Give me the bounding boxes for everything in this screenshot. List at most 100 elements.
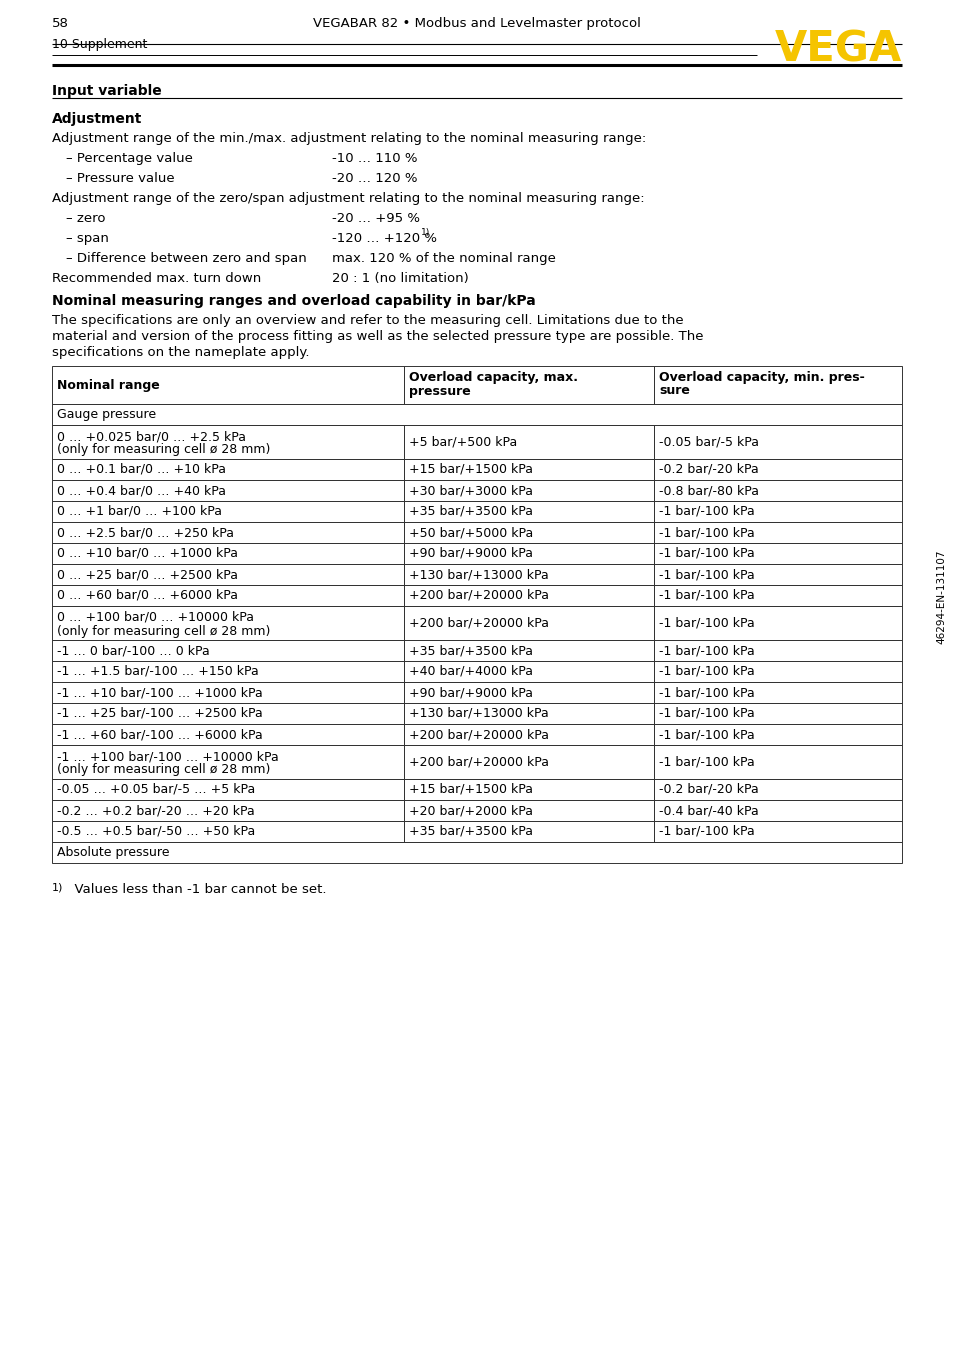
Text: -1 bar/-100 kPa: -1 bar/-100 kPa xyxy=(659,686,754,699)
Bar xyxy=(52,425,403,459)
Text: -1 bar/-100 kPa: -1 bar/-100 kPa xyxy=(659,707,754,720)
Text: The specifications are only an overview and refer to the measuring cell. Limitat: The specifications are only an overview … xyxy=(52,314,683,328)
Text: -0.05 bar/-5 kPa: -0.05 bar/-5 kPa xyxy=(659,436,759,448)
Text: 0 … +0.025 bar/0 … +2.5 kPa: 0 … +0.025 bar/0 … +2.5 kPa xyxy=(57,431,246,443)
Text: material and version of the process fitting as well as the selected pressure typ: material and version of the process fitt… xyxy=(52,330,702,343)
Text: -120 … +120 %: -120 … +120 % xyxy=(332,232,436,245)
Bar xyxy=(654,481,901,501)
Text: 0 … +10 bar/0 … +1000 kPa: 0 … +10 bar/0 … +1000 kPa xyxy=(57,547,237,561)
Bar xyxy=(403,366,654,403)
Text: +15 bar/+1500 kPa: +15 bar/+1500 kPa xyxy=(409,783,533,796)
Text: 0 … +2.5 bar/0 … +250 kPa: 0 … +2.5 bar/0 … +250 kPa xyxy=(57,525,233,539)
Text: +130 bar/+13000 kPa: +130 bar/+13000 kPa xyxy=(409,707,548,720)
Text: -0.2 bar/-20 kPa: -0.2 bar/-20 kPa xyxy=(659,463,758,477)
Text: (only for measuring cell ø 28 mm): (only for measuring cell ø 28 mm) xyxy=(57,444,270,456)
Text: +200 bar/+20000 kPa: +200 bar/+20000 kPa xyxy=(409,728,548,741)
Bar xyxy=(654,821,901,842)
Text: sure: sure xyxy=(659,385,689,398)
Text: Adjustment: Adjustment xyxy=(52,112,142,126)
Text: -0.2 bar/-20 kPa: -0.2 bar/-20 kPa xyxy=(659,783,758,796)
Text: -20 … +95 %: -20 … +95 % xyxy=(332,213,419,225)
Text: 0 … +0.4 bar/0 … +40 kPa: 0 … +0.4 bar/0 … +40 kPa xyxy=(57,483,226,497)
Bar xyxy=(52,842,901,862)
Text: +130 bar/+13000 kPa: +130 bar/+13000 kPa xyxy=(409,567,548,581)
Text: +20 bar/+2000 kPa: +20 bar/+2000 kPa xyxy=(409,804,533,816)
Text: +5 bar/+500 kPa: +5 bar/+500 kPa xyxy=(409,436,517,448)
Text: +35 bar/+3500 kPa: +35 bar/+3500 kPa xyxy=(409,825,533,838)
Bar xyxy=(654,724,901,745)
Bar xyxy=(403,459,654,481)
Text: -1 bar/-100 kPa: -1 bar/-100 kPa xyxy=(659,589,754,603)
Text: -1 bar/-100 kPa: -1 bar/-100 kPa xyxy=(659,728,754,741)
Bar xyxy=(654,523,901,543)
Bar xyxy=(52,481,403,501)
Bar xyxy=(403,640,654,661)
Bar xyxy=(52,661,403,682)
Bar xyxy=(654,459,901,481)
Bar xyxy=(403,501,654,523)
Text: 46294-EN-131107: 46294-EN-131107 xyxy=(935,550,945,645)
Bar xyxy=(52,543,403,565)
Bar xyxy=(654,501,901,523)
Text: -0.5 … +0.5 bar/-50 … +50 kPa: -0.5 … +0.5 bar/-50 … +50 kPa xyxy=(57,825,255,838)
Text: Values less than -1 bar cannot be set.: Values less than -1 bar cannot be set. xyxy=(66,883,326,896)
Bar xyxy=(403,779,654,800)
Bar xyxy=(52,640,403,661)
Text: 0 … +100 bar/0 … +10000 kPa: 0 … +100 bar/0 … +10000 kPa xyxy=(57,611,253,624)
Bar xyxy=(52,724,403,745)
Bar xyxy=(654,682,901,703)
Text: +15 bar/+1500 kPa: +15 bar/+1500 kPa xyxy=(409,463,533,477)
Bar xyxy=(403,543,654,565)
Text: – Difference between zero and span: – Difference between zero and span xyxy=(66,252,307,265)
Text: pressure: pressure xyxy=(409,385,470,398)
Bar xyxy=(654,543,901,565)
Text: 1): 1) xyxy=(420,227,430,237)
Text: -0.2 … +0.2 bar/-20 … +20 kPa: -0.2 … +0.2 bar/-20 … +20 kPa xyxy=(57,804,254,816)
Bar xyxy=(403,745,654,779)
Text: -1 … +10 bar/-100 … +1000 kPa: -1 … +10 bar/-100 … +1000 kPa xyxy=(57,686,262,699)
Text: max. 120 % of the nominal range: max. 120 % of the nominal range xyxy=(332,252,556,265)
Bar xyxy=(52,800,403,821)
Bar xyxy=(52,403,901,425)
Text: Nominal range: Nominal range xyxy=(57,379,159,391)
Bar xyxy=(52,585,403,607)
Bar xyxy=(52,682,403,703)
Bar xyxy=(52,745,403,779)
Bar xyxy=(654,585,901,607)
Bar xyxy=(654,661,901,682)
Bar xyxy=(403,425,654,459)
Text: – zero: – zero xyxy=(66,213,106,225)
Text: +40 bar/+4000 kPa: +40 bar/+4000 kPa xyxy=(409,665,533,678)
Text: +90 bar/+9000 kPa: +90 bar/+9000 kPa xyxy=(409,547,533,561)
Text: -1 bar/-100 kPa: -1 bar/-100 kPa xyxy=(659,567,754,581)
Bar xyxy=(654,779,901,800)
Text: 10 Supplement: 10 Supplement xyxy=(52,38,147,51)
Bar xyxy=(403,800,654,821)
Text: +35 bar/+3500 kPa: +35 bar/+3500 kPa xyxy=(409,645,533,657)
Bar xyxy=(52,821,403,842)
Bar xyxy=(403,703,654,724)
Bar xyxy=(52,501,403,523)
Text: -1 … 0 bar/-100 … 0 kPa: -1 … 0 bar/-100 … 0 kPa xyxy=(57,645,210,657)
Text: -0.8 bar/-80 kPa: -0.8 bar/-80 kPa xyxy=(659,483,759,497)
Bar xyxy=(403,607,654,640)
Bar xyxy=(654,800,901,821)
Text: – Pressure value: – Pressure value xyxy=(66,172,174,185)
Text: -0.05 … +0.05 bar/-5 … +5 kPa: -0.05 … +0.05 bar/-5 … +5 kPa xyxy=(57,783,255,796)
Text: 20 : 1 (no limitation): 20 : 1 (no limitation) xyxy=(332,272,468,284)
Bar xyxy=(403,565,654,585)
Bar xyxy=(403,682,654,703)
Text: +30 bar/+3000 kPa: +30 bar/+3000 kPa xyxy=(409,483,533,497)
Text: -1 bar/-100 kPa: -1 bar/-100 kPa xyxy=(659,616,754,630)
Text: Input variable: Input variable xyxy=(52,84,162,97)
Bar xyxy=(654,745,901,779)
Text: -1 bar/-100 kPa: -1 bar/-100 kPa xyxy=(659,505,754,519)
Text: 0 … +0.1 bar/0 … +10 kPa: 0 … +0.1 bar/0 … +10 kPa xyxy=(57,463,226,477)
Text: -1 … +60 bar/-100 … +6000 kPa: -1 … +60 bar/-100 … +6000 kPa xyxy=(57,728,262,741)
Text: -1 … +25 bar/-100 … +2500 kPa: -1 … +25 bar/-100 … +2500 kPa xyxy=(57,707,262,720)
Text: Overload capacity, max.: Overload capacity, max. xyxy=(409,371,578,385)
Text: 0 … +25 bar/0 … +2500 kPa: 0 … +25 bar/0 … +2500 kPa xyxy=(57,567,237,581)
Text: Recommended max. turn down: Recommended max. turn down xyxy=(52,272,261,284)
Text: Gauge pressure: Gauge pressure xyxy=(57,408,156,421)
Bar xyxy=(403,523,654,543)
